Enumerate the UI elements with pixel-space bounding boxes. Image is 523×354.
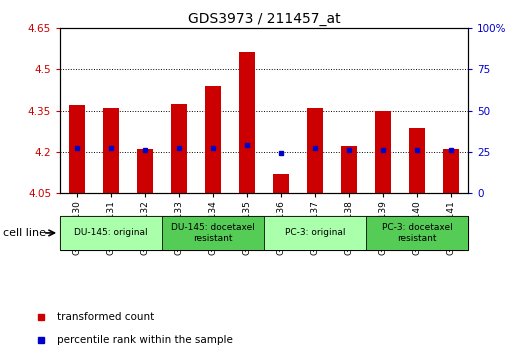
Bar [342, 146, 357, 193]
Text: DU-145: docetaxel
resistant: DU-145: docetaxel resistant [171, 223, 255, 243]
Title: GDS3973 / 211457_at: GDS3973 / 211457_at [188, 12, 340, 26]
Text: PC-3: original: PC-3: original [285, 228, 345, 237]
Bar [104, 108, 119, 193]
Bar [444, 149, 459, 193]
Text: transformed count: transformed count [56, 312, 154, 322]
Text: percentile rank within the sample: percentile rank within the sample [56, 335, 233, 346]
Bar [366, 216, 468, 250]
Bar [240, 52, 255, 193]
Bar [410, 129, 425, 193]
Bar [162, 216, 264, 250]
Bar [172, 104, 187, 193]
Bar [138, 149, 153, 193]
Bar [206, 86, 221, 193]
Bar [376, 111, 391, 193]
Bar [264, 216, 366, 250]
Bar [70, 105, 85, 193]
Bar [308, 108, 323, 193]
Bar [274, 174, 289, 193]
Bar [60, 216, 162, 250]
Text: cell line: cell line [3, 228, 46, 238]
Text: PC-3: docetaxel
resistant: PC-3: docetaxel resistant [382, 223, 452, 243]
Text: DU-145: original: DU-145: original [74, 228, 148, 237]
